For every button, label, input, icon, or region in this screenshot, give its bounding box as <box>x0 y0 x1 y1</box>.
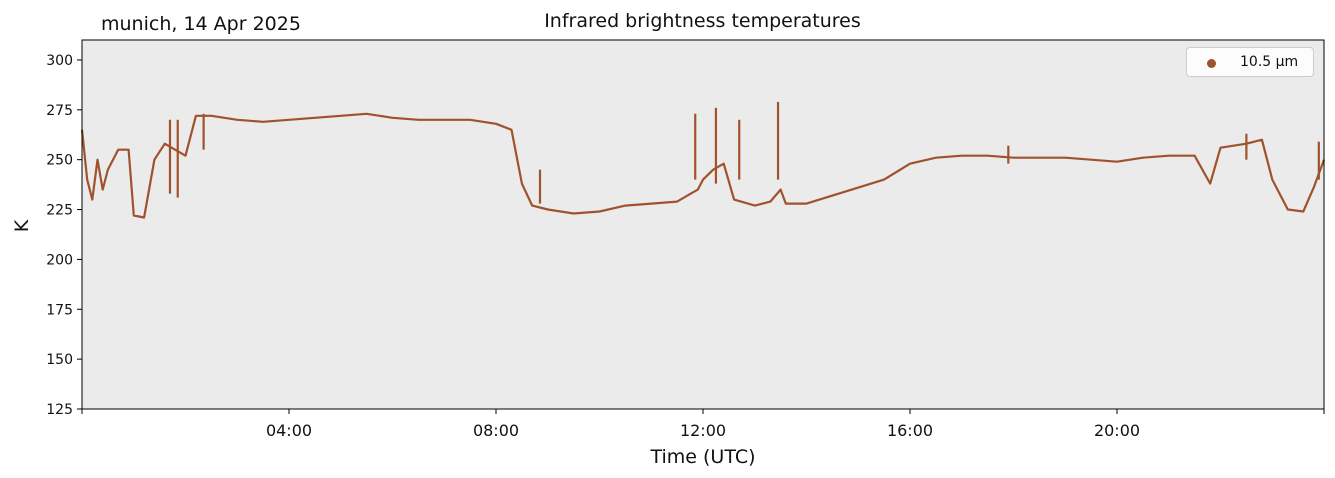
y-tick-label: 175 <box>46 302 73 318</box>
x-tick-label: 20:00 <box>1094 421 1140 440</box>
x-axis-label: Time (UTC) <box>649 446 755 468</box>
y-tick-label: 150 <box>46 352 73 368</box>
y-axis-label: K <box>11 219 33 232</box>
x-tick-label: 12:00 <box>680 421 726 440</box>
y-tick-label: 275 <box>46 103 73 119</box>
legend-label: 10.5 µm <box>1240 54 1299 70</box>
y-tick-label: 250 <box>46 153 73 169</box>
plot-background <box>82 40 1324 409</box>
y-tick-label: 225 <box>46 203 73 219</box>
x-tick-label: 04:00 <box>266 421 312 440</box>
site-date-label: munich, 14 Apr 2025 <box>101 13 301 35</box>
legend: 10.5 µm <box>1186 47 1314 77</box>
y-tick-label: 200 <box>46 252 73 268</box>
x-tick-label: 16:00 <box>887 421 933 440</box>
y-axis: 125 150 175 200 225 250 275 300 <box>46 53 82 418</box>
series-layer <box>80 101 1326 219</box>
y-tick-label: 300 <box>46 53 73 69</box>
chart-title: Infrared brightness temperatures <box>544 10 861 32</box>
legend-marker-icon <box>1207 59 1216 68</box>
x-axis: 04:00 08:00 12:00 16:00 20:00 <box>81 409 1325 440</box>
x-tick-label: 08:00 <box>473 421 519 440</box>
y-tick-label: 125 <box>46 402 73 418</box>
